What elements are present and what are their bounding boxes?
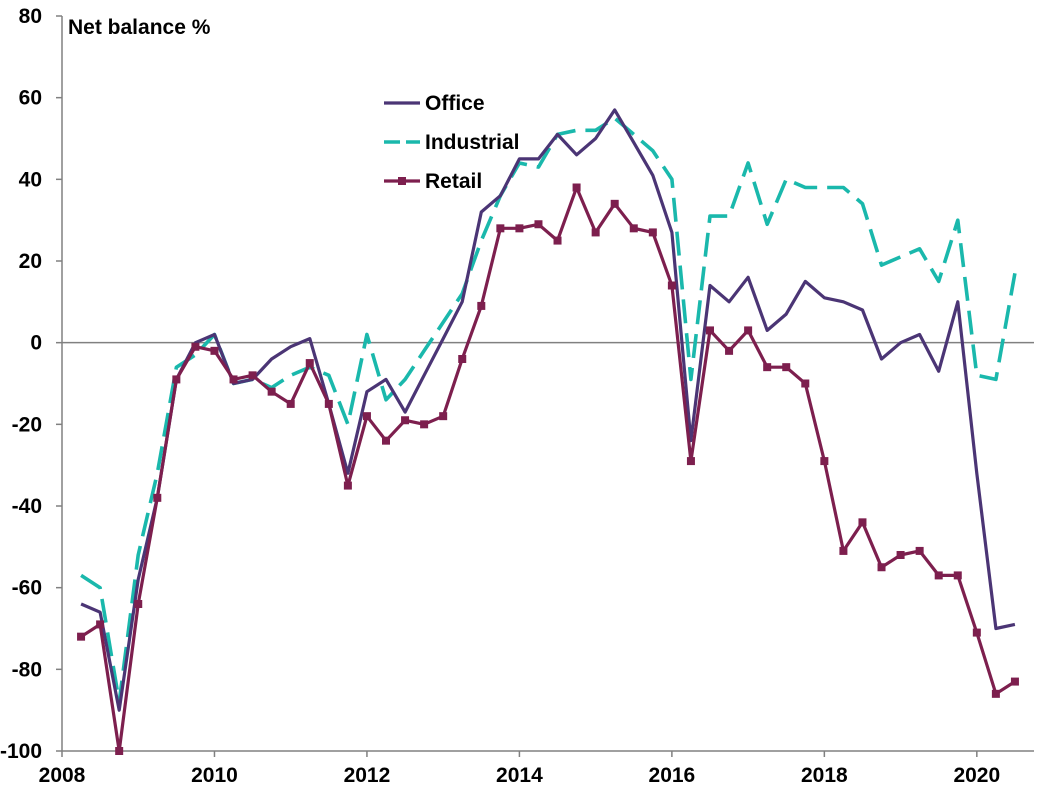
series-line-retail — [80, 185, 1016, 753]
data-point-retail — [934, 571, 943, 580]
data-point-retail — [305, 359, 314, 368]
y-tick-label: -60 — [12, 577, 42, 600]
data-point-retail — [229, 375, 238, 384]
data-point-retail — [96, 620, 105, 629]
data-point-retail — [172, 375, 181, 384]
x-tick-label: 2012 — [344, 764, 391, 787]
data-point-retail — [401, 416, 410, 425]
data-point-retail — [953, 571, 962, 580]
data-point-retail — [477, 301, 486, 310]
y-tick-label: 80 — [19, 5, 42, 28]
legend-label-retail: Retail — [425, 170, 482, 193]
data-point-retail — [515, 224, 524, 233]
legend-label-industrial: Industrial — [425, 131, 520, 154]
x-tick-label: 2018 — [801, 764, 848, 787]
data-point-retail — [629, 224, 638, 233]
data-point-retail — [286, 399, 295, 408]
data-point-retail — [972, 628, 981, 637]
x-tick-label: 2010 — [191, 764, 238, 787]
x-tick-label: 2014 — [496, 764, 543, 787]
data-point-retail — [324, 399, 333, 408]
data-point-retail — [267, 387, 276, 396]
y-tick-label: 0 — [30, 332, 42, 355]
y-tick-label: -20 — [12, 413, 42, 436]
data-point-retail — [134, 600, 143, 608]
data-point-retail — [820, 457, 829, 466]
data-point-retail — [77, 632, 86, 641]
data-point-retail — [1010, 677, 1019, 686]
data-point-retail — [877, 563, 886, 572]
y-tick-label: -100 — [0, 740, 42, 763]
data-point-retail — [572, 183, 581, 192]
data-point-retail — [458, 355, 467, 363]
data-point-retail — [382, 436, 390, 445]
data-point-retail — [553, 236, 562, 245]
data-point-retail — [115, 747, 124, 755]
data-point-retail — [725, 346, 734, 355]
x-tick-label: 2016 — [649, 764, 696, 787]
data-point-retail — [362, 412, 371, 421]
series-line-industrial — [80, 116, 1017, 704]
data-point-retail — [667, 281, 676, 290]
data-point-retail — [248, 371, 257, 380]
data-point-retail — [801, 379, 810, 388]
data-point-retail — [839, 546, 848, 555]
x-tick-label: 2020 — [953, 764, 1000, 787]
data-point-retail — [210, 346, 219, 355]
data-point-retail — [439, 412, 448, 421]
series-lines — [77, 108, 1019, 755]
legend: Office Industrial Retail — [384, 92, 520, 193]
y-tick-labels: -100 -80 -60 -40 -20 0 20 40 60 80 — [0, 5, 62, 763]
data-point-retail — [534, 220, 543, 229]
y-tick-label: 20 — [19, 250, 42, 273]
y-tick-label: 40 — [19, 168, 42, 191]
data-point-retail — [420, 420, 429, 429]
y-tick-label: -80 — [12, 658, 42, 681]
data-point-retail — [591, 228, 600, 237]
data-point-retail — [153, 493, 162, 502]
data-point-retail — [991, 689, 1000, 698]
data-point-retail — [782, 363, 791, 372]
data-point-retail — [191, 342, 200, 351]
x-tick-labels: 2008 2010 2012 2014 2016 2018 2020 — [39, 751, 1000, 787]
data-point-retail — [706, 326, 714, 335]
x-tick-label: 2008 — [39, 764, 86, 787]
series-line-office — [80, 108, 1016, 712]
data-point-retail — [915, 546, 924, 555]
y-tick-label: -40 — [12, 495, 42, 518]
data-point-retail — [496, 224, 505, 233]
data-point-retail — [610, 199, 619, 208]
data-point-retail — [744, 326, 753, 335]
data-point-retail — [648, 228, 657, 237]
y-axis-label: Net balance % — [68, 16, 211, 39]
data-point-retail — [858, 518, 867, 527]
data-point-retail — [896, 551, 905, 559]
y-tick-label: 60 — [19, 87, 42, 110]
axes — [61, 16, 1034, 752]
data-point-retail — [763, 363, 772, 372]
data-point-retail — [343, 481, 352, 490]
data-point-retail — [686, 457, 695, 466]
legend-label-office: Office — [425, 92, 485, 115]
legend-marker-retail — [398, 177, 406, 185]
